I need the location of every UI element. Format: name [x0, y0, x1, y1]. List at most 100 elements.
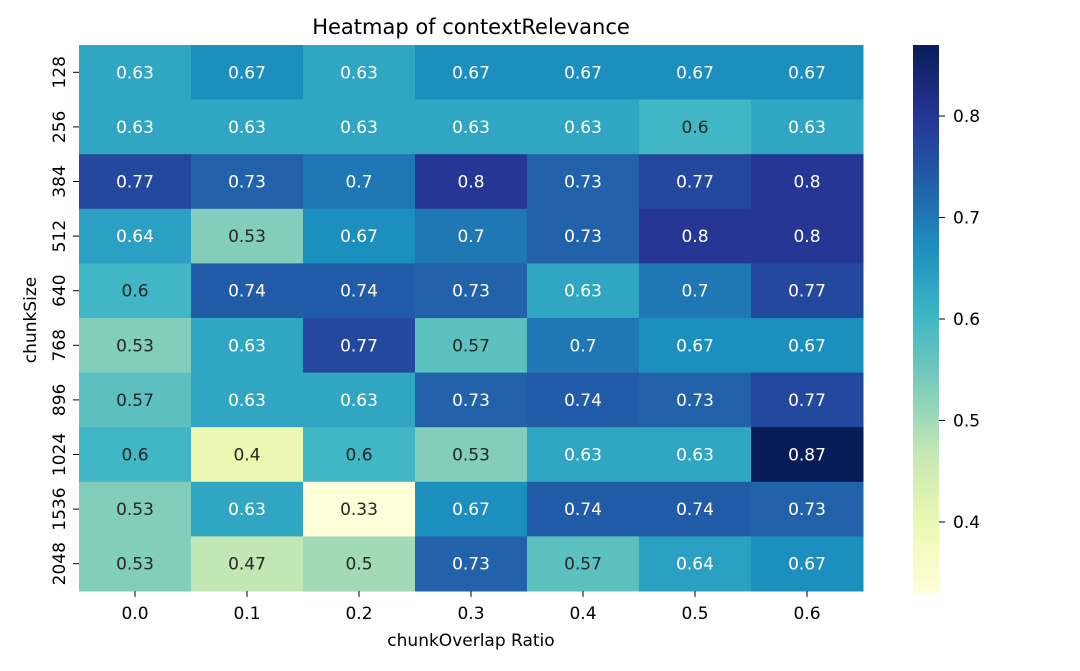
x-tick-label: 0.0 — [121, 604, 148, 624]
y-tick-label: 1536 — [50, 487, 70, 530]
cell-value-label: 0.63 — [340, 118, 378, 138]
colorbar-tick-label: 0.8 — [953, 107, 980, 127]
y-axis-label: chunkSize — [21, 277, 41, 363]
heatmap-cell — [191, 45, 304, 101]
cell-value-label: 0.63 — [228, 391, 266, 411]
heatmap-cell — [303, 427, 416, 483]
heatmap-cell — [79, 99, 192, 155]
cell-value-label: 0.87 — [788, 446, 826, 466]
heatmap-cell — [303, 208, 416, 264]
heatmap-cell — [79, 208, 192, 264]
cell-value-label: 0.53 — [452, 446, 490, 466]
cell-value-label: 0.73 — [452, 555, 490, 575]
heatmap-cell — [191, 99, 304, 155]
cell-value-label: 0.53 — [116, 336, 154, 356]
cell-value-label: 0.63 — [228, 118, 266, 138]
heatmap-cell — [527, 372, 640, 428]
cell-value-label: 0.67 — [564, 63, 602, 83]
cell-value-label: 0.63 — [340, 391, 378, 411]
cell-value-label: 0.5 — [345, 555, 372, 575]
cell-value-label: 0.63 — [564, 282, 602, 302]
cell-value-label: 0.7 — [457, 227, 484, 247]
cell-value-label: 0.73 — [564, 173, 602, 193]
cell-value-label: 0.67 — [676, 336, 714, 356]
heatmap-cell — [415, 372, 528, 428]
cell-value-label: 0.57 — [452, 336, 490, 356]
cell-value-label: 0.67 — [788, 336, 826, 356]
heatmap-cells: 0.63 0.67 0.63 0.67 0.67 0.67 0.67 0.63 0.63 0.63… — [79, 45, 864, 592]
cell-value-label: 0.73 — [788, 500, 826, 520]
x-tick-label: 0.4 — [569, 604, 596, 624]
heatmap-cell — [303, 318, 416, 374]
y-tick-label: 512 — [50, 220, 70, 252]
cell-value-label: 0.74 — [564, 500, 602, 520]
heatmap-cell — [751, 372, 864, 428]
cell-value-label: 0.63 — [228, 500, 266, 520]
cell-value-label: 0.77 — [788, 282, 826, 302]
heatmap-cell — [415, 481, 528, 537]
heatmap-cell — [303, 536, 416, 592]
cell-value-label: 0.47 — [228, 555, 266, 575]
heatmap-cell — [191, 481, 304, 537]
cell-value-label: 0.74 — [340, 282, 378, 302]
heatmap-cell — [751, 45, 864, 101]
x-axis: 0.0 0.1 0.2 0.3 0.4 0.5 0.6 — [121, 591, 821, 624]
heatmap-cell — [639, 45, 752, 101]
cell-value-label: 0.73 — [452, 391, 490, 411]
heatmap-cell — [79, 263, 192, 319]
heatmap-cell — [415, 208, 528, 264]
cell-value-label: 0.73 — [564, 227, 602, 247]
heatmap-cell — [751, 99, 864, 155]
y-tick-label: 640 — [50, 274, 70, 306]
cell-value-label: 0.53 — [228, 227, 266, 247]
cell-value-label: 0.6 — [681, 118, 708, 138]
cell-value-label: 0.63 — [228, 336, 266, 356]
heatmap-cell — [527, 45, 640, 101]
cell-value-label: 0.77 — [676, 173, 714, 193]
heatmap-cell — [751, 154, 864, 210]
heatmap-cell — [191, 427, 304, 483]
heatmap-cell — [415, 154, 528, 210]
heatmap-cell — [191, 154, 304, 210]
heatmap-cell — [639, 372, 752, 428]
cell-value-label: 0.73 — [228, 173, 266, 193]
heatmap-cell — [415, 45, 528, 101]
heatmap-cell — [751, 208, 864, 264]
heatmap-cell — [527, 99, 640, 155]
heatmap-cell — [639, 99, 752, 155]
heatmap-cell — [79, 318, 192, 374]
heatmap-cell — [79, 154, 192, 210]
heatmap-cell — [639, 263, 752, 319]
heatmap-cell — [303, 481, 416, 537]
cell-value-label: 0.74 — [564, 391, 602, 411]
y-tick-label: 128 — [50, 56, 70, 88]
x-tick-label: 0.3 — [457, 604, 484, 624]
heatmap-cell — [639, 154, 752, 210]
cell-value-label: 0.63 — [676, 446, 714, 466]
cell-value-label: 0.8 — [457, 173, 484, 193]
cell-value-label: 0.73 — [452, 282, 490, 302]
heatmap-cell — [415, 427, 528, 483]
heatmap-cell — [79, 427, 192, 483]
heatmap-cell — [79, 372, 192, 428]
heatmap-cell — [415, 99, 528, 155]
x-axis-label: chunkOverlap Ratio — [387, 631, 554, 651]
heatmap-cell — [527, 427, 640, 483]
heatmap-cell — [527, 481, 640, 537]
cell-value-label: 0.8 — [681, 227, 708, 247]
cell-value-label: 0.73 — [676, 391, 714, 411]
cell-value-label: 0.63 — [564, 446, 602, 466]
heatmap-cell — [303, 263, 416, 319]
heatmap-cell — [303, 45, 416, 101]
cell-value-label: 0.6 — [345, 446, 372, 466]
cell-value-label: 0.57 — [564, 555, 602, 575]
cell-value-label: 0.53 — [116, 555, 154, 575]
cell-value-label: 0.33 — [340, 500, 378, 520]
heatmap-cell — [79, 45, 192, 101]
cell-value-label: 0.67 — [676, 63, 714, 83]
cell-value-label: 0.63 — [116, 118, 154, 138]
cell-value-label: 0.6 — [121, 446, 148, 466]
heatmap-cell — [191, 536, 304, 592]
cell-value-label: 0.74 — [228, 282, 266, 302]
